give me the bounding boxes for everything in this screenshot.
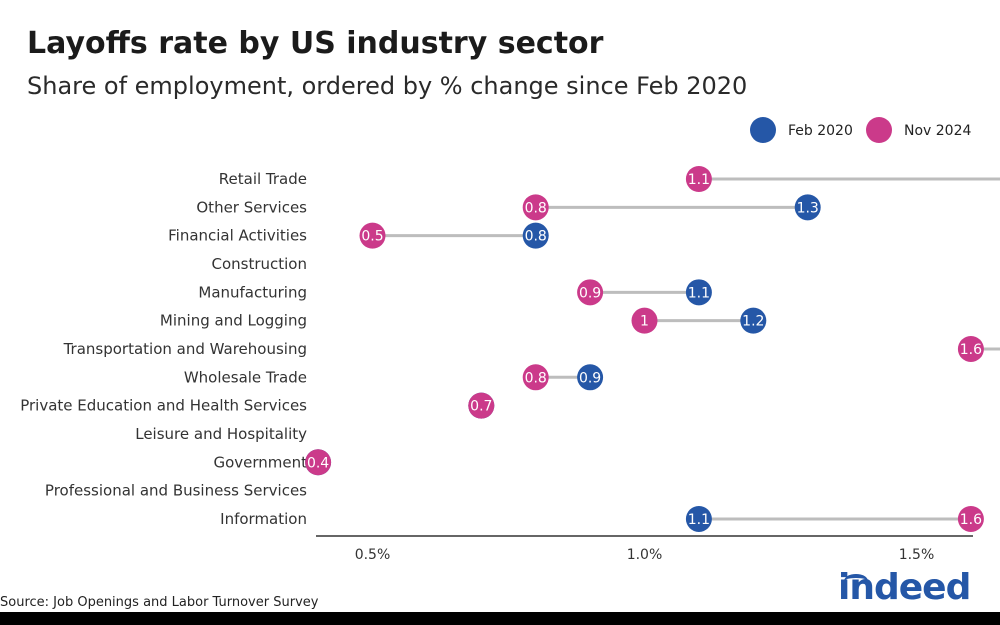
legend-label-nov2024: Nov 2024 [904, 123, 971, 139]
chart-subtitle: Share of employment, ordered by % change… [27, 72, 748, 100]
dot-feb-2020 [577, 364, 604, 391]
dot-feb-2020 [794, 194, 821, 221]
dot-nov-2024 [631, 307, 658, 334]
category-label: Financial Activities [168, 227, 307, 245]
dot-feb-2020 [685, 505, 712, 532]
indeed-logo-arc-icon [844, 574, 868, 588]
chart-title: Layoffs rate by US industry sector [27, 26, 604, 61]
category-label: Information [220, 510, 307, 528]
dot-nov-2024 [359, 222, 386, 249]
value-label-feb-2020: 0.8 [525, 229, 547, 245]
value-label-nov-2024: 0.8 [525, 370, 547, 386]
category-label: Mining and Logging [160, 312, 307, 330]
category-label: Other Services [196, 198, 307, 216]
value-label-nov-2024: 1.6 [960, 512, 982, 528]
value-label-nov-2024: 1.6 [960, 342, 982, 358]
value-label-nov-2024: 0.4 [307, 455, 329, 471]
category-label: Construction [211, 255, 307, 273]
value-label-nov-2024: 0.8 [525, 200, 547, 216]
x-tick-label: 0.5% [355, 547, 391, 563]
indeed-logo[interactable]: indeed [838, 567, 971, 608]
value-label-feb-2020: 0.9 [579, 370, 601, 386]
category-label: Wholesale Trade [184, 368, 307, 386]
dot-nov-2024 [957, 335, 984, 362]
dot-nov-2024 [685, 166, 712, 192]
legend-label-feb2020: Feb 2020 [788, 123, 853, 139]
value-label-nov-2024: 0.7 [470, 399, 492, 415]
dot-feb-2020 [685, 279, 712, 306]
value-label-feb-2020: 1.3 [797, 200, 819, 216]
dot-nov-2024 [577, 279, 604, 306]
legend-marker-nov2024 [866, 117, 892, 143]
legend-marker-feb2020 [750, 117, 776, 143]
value-label-feb-2020: 1.2 [742, 314, 764, 330]
category-label: Private Education and Health Services [20, 397, 307, 415]
dot-feb-2020 [740, 307, 767, 334]
value-label-feb-2020: 1.1 [688, 285, 710, 301]
category-label: Government [213, 453, 307, 471]
bottom-bar [0, 612, 1000, 625]
value-label-nov-2024: 1.1 [688, 172, 710, 188]
category-label: Manufacturing [198, 283, 307, 301]
category-label: Leisure and Hospitality [135, 425, 307, 443]
category-label: Transportation and Warehousing [63, 340, 307, 358]
dot-nov-2024 [305, 449, 332, 476]
dot-nov-2024 [468, 392, 495, 419]
value-label-feb-2020: 1.1 [688, 512, 710, 528]
value-label-nov-2024: 1 [640, 314, 649, 330]
dot-nov-2024 [957, 505, 984, 532]
value-label-nov-2024: 0.5 [361, 229, 383, 245]
source-note: Source: Job Openings and Labor Turnover … [0, 595, 319, 610]
x-tick-label: 1.0% [627, 547, 663, 563]
category-label: Professional and Business Services [45, 482, 307, 500]
dot-feb-2020 [522, 222, 549, 249]
dot-nov-2024 [522, 364, 549, 391]
category-label: Retail Trade [219, 170, 307, 188]
dot-nov-2024 [522, 194, 549, 221]
x-tick-label: 1.5% [899, 547, 935, 563]
value-label-nov-2024: 0.9 [579, 285, 601, 301]
